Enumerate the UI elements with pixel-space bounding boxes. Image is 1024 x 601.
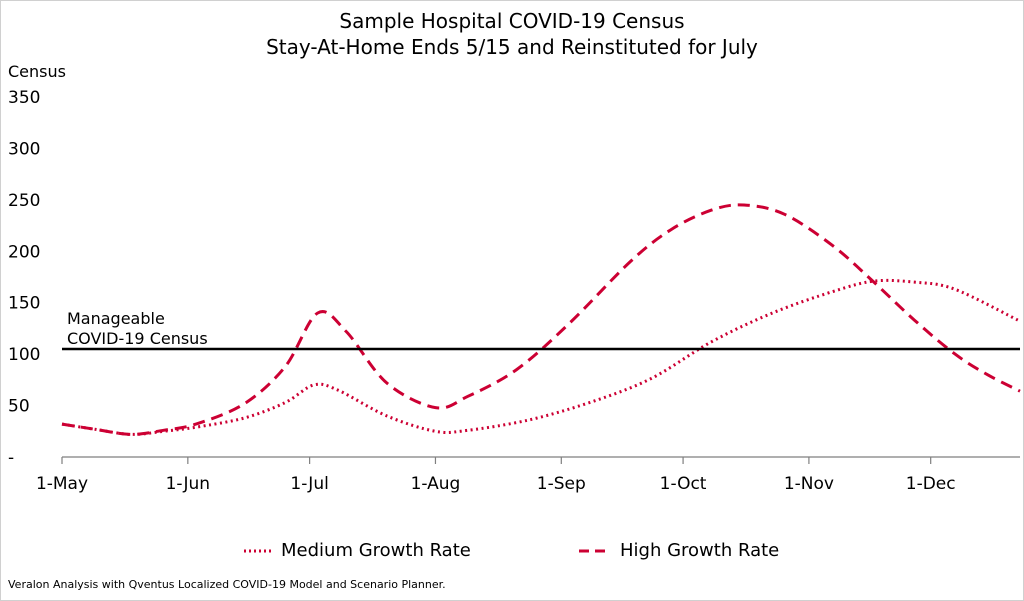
series-line-medium [61,278,1021,436]
x-tick-label-3: 1-Aug [411,474,461,494]
legend-label-high: High Growth Rate [620,540,780,561]
y-tick-label-5: 250 [8,191,40,211]
source-note: Veralon Analysis with Qventus Localized … [8,578,446,591]
x-tick-label-5: 1-Oct [660,474,707,494]
y-tick-label-7: 350 [8,88,40,108]
x-tick-label-0: 1-May [36,474,88,494]
x-tick-label-4: 1-Sep [537,474,586,494]
y-tick-label-1: 50 [8,397,30,417]
chart-subtitle: Stay-At-Home Ends 5/15 and Reinstituted … [266,35,758,59]
legend-label-medium: Medium Growth Rate [281,540,471,561]
y-tick-label-4: 200 [8,242,40,262]
x-tick-label-1: 1-Jun [166,474,210,494]
legend-item-high: High Growth Rate [578,540,779,561]
y-tick-label-2: 100 [8,345,40,365]
x-tick-label-6: 1-Nov [784,474,834,494]
x-tick-label-2: 1-Jul [290,474,328,494]
y-axis-label: Census [8,62,66,81]
y-tick-label-0: - [8,448,14,468]
y-tick-label-6: 300 [8,139,40,159]
legend-swatch-dashed [579,549,611,552]
series-line-high [61,203,1021,436]
y-tick-label-3: 150 [8,294,40,314]
reference-label-line2: COVID-19 Census [67,329,208,348]
legend-swatch-dotted [244,549,272,552]
legend-item-medium: Medium Growth Rate [243,540,471,561]
chart-title: Sample Hospital COVID-19 Census [339,9,685,33]
x-tick-label-7: 1-Dec [906,474,956,494]
reference-label-line1: Manageable [67,309,165,328]
